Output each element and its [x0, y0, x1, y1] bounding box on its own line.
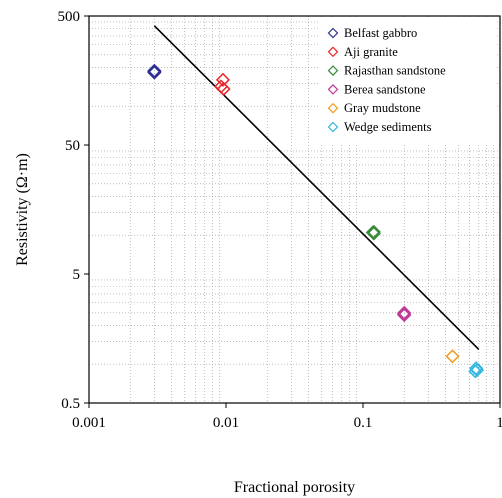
y-tick-label: 50 — [65, 138, 80, 154]
legend-label: Aji granite — [344, 45, 398, 59]
data-point — [147, 64, 162, 79]
x-axis-title: Fractional porosity — [234, 479, 355, 496]
x-tick-label: 0.001 — [72, 415, 106, 431]
legend-label: Gray mudstone — [344, 101, 421, 115]
fit-line-group — [153, 25, 480, 351]
y-tick-label: 0.5 — [61, 396, 80, 412]
y-axis-title: Resistivity (Ω·m) — [14, 153, 31, 266]
legend-marker — [327, 84, 339, 95]
tick-labels: 0.001 0.01 0.1 1 0.5 5 50 500 — [58, 9, 502, 431]
legend-marker — [327, 65, 339, 76]
x-tick-label: 0.1 — [354, 415, 373, 431]
axis-ticks — [84, 15, 501, 408]
plot-frame — [88, 15, 501, 404]
x-tick-label: 1 — [496, 415, 502, 431]
y-tick-label: 5 — [73, 267, 81, 283]
legend-label: Berea sandstone — [344, 82, 426, 96]
legend-marker — [327, 27, 339, 39]
legend-marker — [327, 102, 339, 114]
data-point — [215, 72, 231, 87]
legend-label: Rajasthan sandstone — [344, 64, 446, 78]
legend-marker — [327, 46, 339, 58]
legend-label: Belfast gabbro — [344, 26, 417, 40]
data-point — [147, 65, 162, 80]
data-point — [445, 349, 460, 364]
legend-label: Wedge sediments — [344, 120, 432, 134]
legend-marker — [327, 121, 339, 133]
data-point — [396, 306, 412, 322]
y-tick-label: 500 — [58, 9, 81, 25]
legend: Belfast gabbro Aji granite Rajasthan sands… — [318, 18, 496, 144]
fit-line — [153, 25, 480, 351]
data-point — [216, 81, 231, 97]
data-points — [147, 63, 485, 379]
data-point — [469, 363, 485, 378]
legend-box — [318, 18, 496, 144]
data-point — [365, 225, 380, 240]
x-tick-label: 0.01 — [213, 415, 239, 431]
